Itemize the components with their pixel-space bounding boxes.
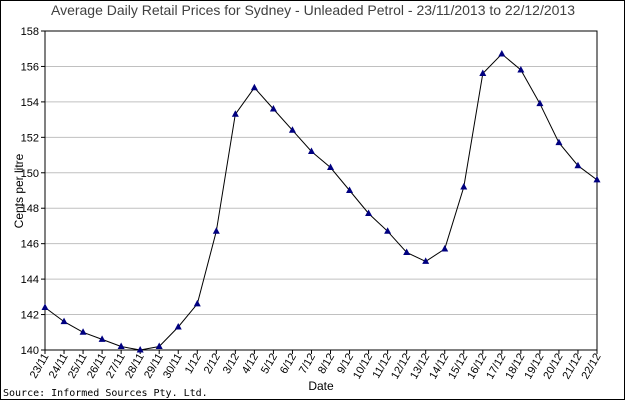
x-tick-label: 22/12 (579, 352, 603, 382)
x-tick-label: 4/12 (240, 352, 261, 377)
series-line (44, 53, 598, 351)
plot-area (44, 30, 598, 351)
x-tick-label: 6/12 (278, 352, 299, 377)
chart-title: Average Daily Retail Prices for Sydney -… (51, 2, 575, 18)
y-axis-label: Cents per litre (12, 153, 26, 228)
y-tick-label: 146 (21, 239, 39, 251)
data-point-marker (574, 161, 582, 169)
y-tick-label: 158 (21, 26, 39, 38)
data-point-marker (593, 175, 601, 183)
x-axis-label: Date (308, 379, 334, 393)
y-tick-label: 144 (21, 274, 39, 286)
y-tick-label: 142 (21, 310, 39, 322)
y-axis: 140 142 144 146 148 150 152 154 156 158 (21, 26, 45, 357)
data-point-marker (136, 346, 144, 353)
x-tick-label: 7/12 (297, 352, 318, 377)
data-point-marker (517, 65, 525, 73)
data-point-marker (346, 186, 354, 193)
x-tick-label: 2/12 (202, 352, 223, 377)
data-point-marker (174, 322, 182, 330)
data-point-marker (288, 126, 296, 133)
data-point-marker (79, 328, 87, 335)
data-point-marker (498, 50, 506, 57)
x-tick-label: 10/12 (351, 352, 375, 382)
y-tick-label: 140 (21, 345, 39, 357)
data-point-marker (403, 248, 411, 256)
grid-lines (45, 65, 597, 316)
y-tick-label: 156 (21, 61, 39, 73)
data-point-marker (460, 182, 468, 190)
y-tick-label: 150 (21, 168, 39, 180)
data-point-marker (193, 299, 201, 307)
x-tick-label: 8/12 (316, 352, 337, 377)
data-point-marker (60, 317, 68, 325)
data-point-marker (555, 138, 563, 146)
data-point-marker (117, 342, 125, 349)
data-point-marker (98, 335, 106, 342)
data-point-marker (365, 209, 373, 217)
data-point-marker (441, 244, 449, 252)
data-point-marker (269, 104, 277, 112)
data-point-marker (479, 69, 487, 77)
data-point-marker (536, 99, 544, 107)
x-tick-label: 3/12 (221, 352, 242, 377)
data-point-marker (327, 163, 335, 170)
data-point-marker (155, 342, 163, 349)
data-point-marker (250, 83, 258, 91)
data-markers (41, 50, 601, 353)
y-tick-label: 154 (21, 97, 39, 109)
x-axis: 23/1124/1125/1126/1127/1128/1129/1130/11… (28, 350, 604, 381)
x-tick-label: 1/12 (183, 352, 204, 377)
x-tick-label: 30/11 (161, 352, 185, 381)
data-point-marker (384, 227, 392, 234)
data-point-marker (422, 257, 430, 264)
source-note: Source: Informed Sources Pty. Ltd. (3, 388, 208, 399)
data-point-marker (41, 303, 49, 310)
x-tick-label: 5/12 (259, 352, 280, 377)
y-tick-label: 148 (21, 203, 39, 215)
y-tick-label: 152 (21, 132, 39, 144)
data-point-marker (307, 147, 315, 155)
data-point-marker (212, 227, 220, 234)
data-point-marker (231, 110, 239, 117)
